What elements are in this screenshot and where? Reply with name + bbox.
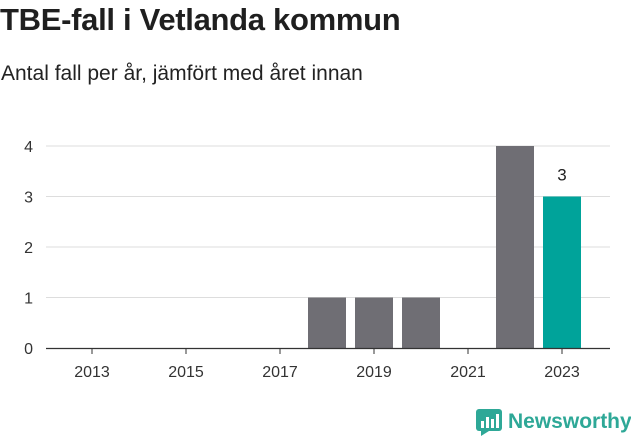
chart-title: TBE-fall i Vetlanda kommun xyxy=(0,2,401,37)
bar xyxy=(308,297,346,348)
y-tick-label: 3 xyxy=(24,190,33,207)
x-tick-label: 2019 xyxy=(356,364,392,381)
y-tick-label: 2 xyxy=(24,240,33,257)
chart-subtitle: Antal fall per år, jämfört med året inna… xyxy=(1,62,363,85)
x-tick-label: 2017 xyxy=(262,364,298,381)
bar xyxy=(496,146,534,348)
newsworthy-logo-icon xyxy=(476,408,502,436)
brand-logo: Newsworthy xyxy=(476,407,631,437)
brand-name: Newsworthy xyxy=(508,410,631,433)
bar xyxy=(402,297,440,348)
y-tick-label: 1 xyxy=(24,291,33,308)
y-tick-label: 4 xyxy=(24,139,33,156)
data-label: 3 xyxy=(557,166,566,185)
x-tick-label: 2015 xyxy=(168,364,204,381)
bar xyxy=(543,196,581,348)
y-tick-label: 0 xyxy=(24,341,33,358)
bar xyxy=(355,297,393,348)
bar-chart: 0 1 2 3 4 2013 2015 2017 2019 2021 2023 3 xyxy=(24,139,610,381)
x-tick-label: 2021 xyxy=(450,364,486,381)
x-tick-label: 2023 xyxy=(544,364,580,381)
x-tick-label: 2013 xyxy=(74,364,110,381)
